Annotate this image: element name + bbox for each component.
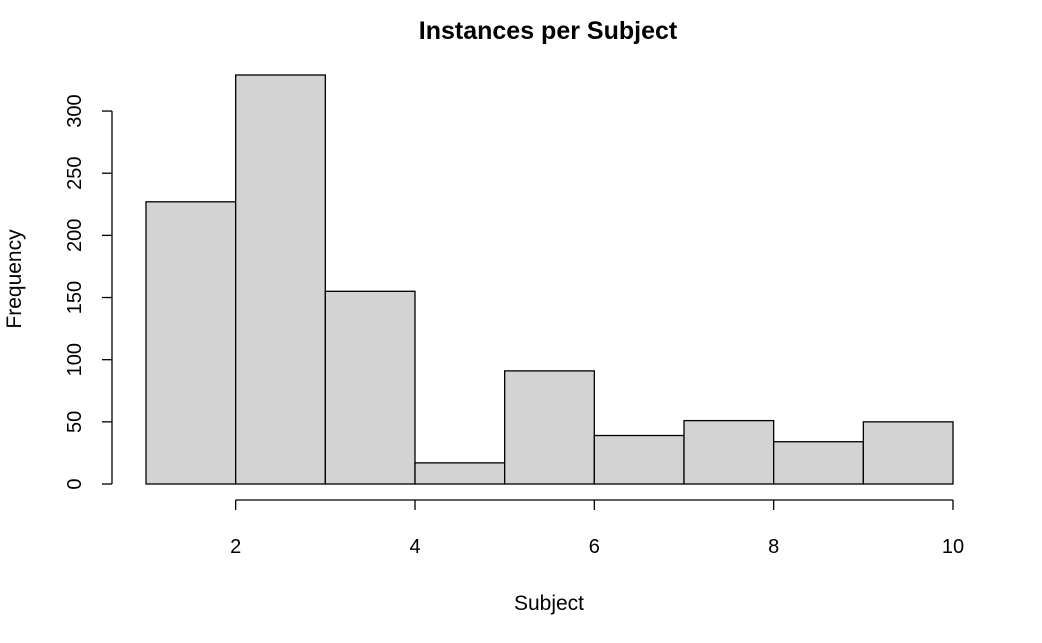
- histogram-bar-3: [324, 290, 416, 485]
- x-tick-label-6: 6: [589, 536, 600, 558]
- y-axis: 0 50 100 150 200 250 300: [64, 94, 113, 490]
- x-axis-title: Subject: [514, 592, 584, 615]
- y-tick-label-100: 100: [64, 343, 86, 376]
- x-tick-label-10: 10: [942, 536, 964, 558]
- y-tick-label-200: 200: [64, 219, 86, 252]
- histogram-bar-8: [773, 441, 864, 485]
- y-tick-label-50: 50: [64, 411, 86, 433]
- x-axis: 2 4 6 8 10: [230, 499, 964, 558]
- bars-group: [145, 74, 954, 485]
- histogram-bar-4: [414, 462, 506, 485]
- y-tick-label-250: 250: [64, 157, 86, 190]
- y-axis-title: Frequency: [3, 229, 26, 329]
- y-tick-label-150: 150: [64, 281, 86, 314]
- histogram-bar-7: [683, 419, 775, 485]
- histogram-bar-5: [504, 370, 595, 485]
- x-tick-label-4: 4: [409, 536, 420, 558]
- y-tick-label-0: 0: [64, 478, 86, 489]
- y-tick-label-300: 300: [64, 94, 86, 127]
- x-tick-label-2: 2: [230, 536, 241, 558]
- x-tick-label-8: 8: [768, 536, 779, 558]
- histogram-bar-6: [593, 434, 685, 485]
- histogram-bar-1: [145, 201, 237, 485]
- chart-title: Instances per Subject: [419, 17, 678, 45]
- histogram-bar-9: [862, 421, 954, 485]
- histogram-bar-2: [235, 74, 326, 485]
